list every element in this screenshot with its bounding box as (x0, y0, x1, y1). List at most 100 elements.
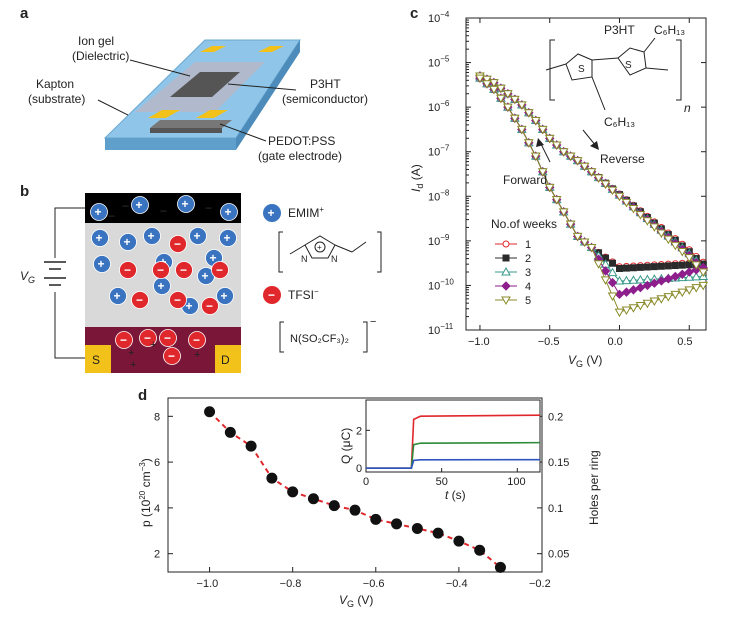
right-y-tick-label: 0.15 (548, 457, 569, 469)
bracket (676, 39, 682, 101)
electron-sign: − (122, 199, 129, 213)
data-point (287, 486, 299, 498)
cation-sign: + (98, 257, 105, 271)
anion-sign: − (124, 263, 131, 277)
y-tick-label: 10−7 (428, 144, 450, 159)
anion-legend-icon (263, 286, 281, 304)
data-marker (523, 139, 534, 148)
inset-y-axis-label: Q (μC) (339, 428, 353, 464)
p3ht-channel (170, 72, 240, 97)
data-point (224, 426, 236, 438)
tfsi-charge: − (370, 316, 376, 328)
data-marker (537, 125, 548, 135)
thiophene-ring (617, 47, 647, 76)
right-y-tick-label: 0.1 (548, 503, 563, 515)
data-marker (496, 84, 506, 94)
svg-text:+: + (268, 206, 275, 220)
data-point (204, 406, 216, 418)
data-marker (642, 299, 653, 309)
data-marker (677, 269, 687, 279)
x-tick-label: −0.4 (446, 578, 468, 590)
anion-sign: − (180, 263, 187, 277)
cation-ion (91, 229, 109, 247)
data-marker (656, 276, 667, 286)
electrode-pad (200, 46, 226, 52)
data-point (432, 527, 444, 539)
circuit-wire (54, 292, 85, 359)
kapton-edge (105, 138, 236, 150)
hole-sign: + (150, 339, 156, 351)
semiconductor-label: (semiconductor) (282, 92, 368, 106)
data-marker (691, 271, 702, 281)
circuit-wire (54, 207, 85, 258)
data-marker (635, 211, 646, 220)
p3ht-label: P3HT (310, 77, 341, 91)
cation-sign: + (224, 231, 231, 245)
panel-a-annotations: Ion gel (Dielectric) Kapton (substrate) … (28, 34, 368, 163)
hexyl-bottom-label: C₆H₁₃ (604, 115, 635, 129)
data-marker (607, 277, 618, 288)
y-tick-label: 10−4 (428, 10, 450, 25)
anion-ion (152, 261, 170, 279)
bond (645, 67, 669, 71)
electron-sign: − (205, 201, 212, 215)
right-y-axis-label: Holes per ring (587, 450, 601, 525)
data-point (245, 440, 257, 452)
data-marker (698, 268, 709, 278)
drain-electrode (215, 345, 241, 373)
data-marker (622, 264, 630, 272)
pointer-line (227, 83, 297, 91)
inset-frame (365, 399, 541, 473)
ion-layer: +++++++++++++++++−−−−−−−−−−−−−−−−−++++ (90, 195, 238, 371)
data-marker (621, 275, 632, 285)
data-marker (684, 254, 695, 263)
cation-sign: + (124, 235, 131, 249)
anion-ion (201, 297, 219, 315)
data-marker (501, 281, 511, 291)
data-marker (614, 308, 625, 318)
cation-sign: + (202, 269, 209, 283)
svg-text:−: − (268, 288, 275, 302)
anion-label: TFSI− (288, 287, 319, 302)
data-marker (544, 134, 555, 144)
data-marker (649, 278, 660, 288)
x-tick-label: −1.0 (197, 578, 219, 590)
data-marker (615, 264, 623, 272)
cation-ion (93, 255, 111, 273)
bracket (549, 39, 555, 101)
anion-ion (159, 329, 177, 347)
data-marker (684, 286, 695, 295)
data-marker (607, 292, 618, 302)
data-marker (670, 241, 681, 251)
data-marker (475, 74, 485, 84)
data-marker (643, 263, 651, 271)
x-tick-label: −0.8 (280, 578, 302, 590)
data-marker (586, 244, 597, 253)
data-marker (691, 261, 702, 270)
cation-legend-icon (263, 204, 281, 222)
legend-label: 1 (525, 239, 531, 251)
data-marker (614, 192, 625, 202)
anion-sign: − (157, 263, 164, 277)
bond (591, 76, 606, 111)
data-marker (516, 101, 527, 110)
panel-c-label: c (410, 5, 418, 22)
panel-d-label: d (138, 387, 147, 404)
svg-text:+: + (317, 243, 322, 252)
data-marker (558, 208, 569, 217)
data-marker (572, 157, 583, 166)
cation-ion (216, 287, 234, 305)
data-marker (516, 125, 527, 135)
cation-ion (131, 196, 149, 214)
data-marker (664, 262, 672, 270)
data-marker (502, 103, 513, 113)
data-marker (482, 75, 492, 85)
x-tick-label: 0.5 (677, 336, 692, 348)
pointer-line (129, 59, 191, 77)
anion-sign: − (174, 237, 181, 251)
svg-text:N: N (331, 254, 338, 264)
anion-sign: − (136, 293, 143, 307)
panel-a-label: a (20, 5, 29, 22)
inset-x-tick-label: 100 (507, 476, 525, 488)
inset-series-blue (366, 458, 541, 470)
